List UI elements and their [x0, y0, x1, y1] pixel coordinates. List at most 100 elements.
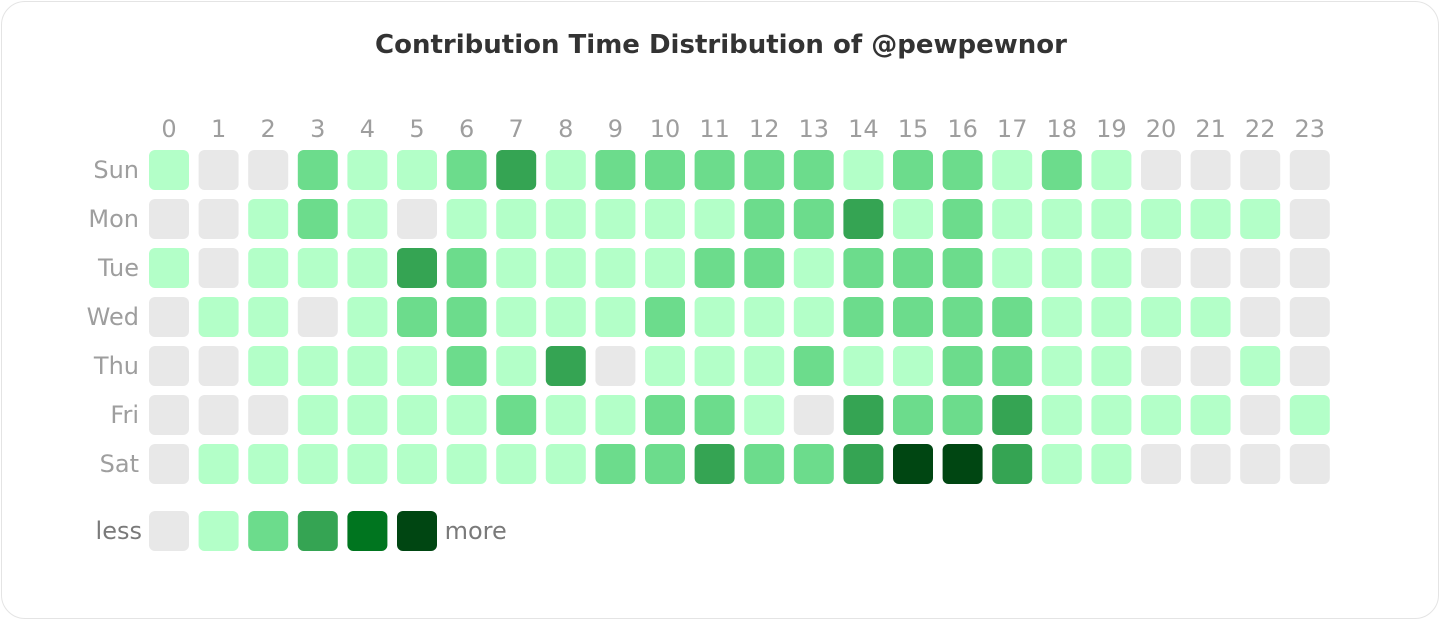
cell-thu-12: [744, 346, 785, 386]
cell-sat-2: [248, 444, 289, 484]
hour-label-8: 8: [558, 115, 573, 143]
cell-tue-16: [942, 248, 983, 288]
cell-thu-13: [793, 346, 834, 386]
hour-label-12: 12: [749, 115, 780, 143]
cell-tue-12: [744, 248, 785, 288]
cell-thu-23: [1289, 346, 1330, 386]
cell-wed-6: [446, 297, 487, 337]
cell-wed-22: [1240, 297, 1281, 337]
hour-label-10: 10: [650, 115, 681, 143]
hour-label-14: 14: [848, 115, 879, 143]
hour-label-0: 0: [161, 115, 176, 143]
legend-swatch-2: [248, 511, 289, 551]
legend-less-label: less: [96, 517, 142, 545]
cell-fri-11: [694, 395, 735, 435]
cell-tue-1: [198, 248, 239, 288]
cell-fri-3: [297, 395, 338, 435]
cell-thu-1: [198, 346, 239, 386]
cell-sun-5: [397, 150, 437, 190]
cell-thu-5: [397, 346, 437, 386]
cell-tue-7: [496, 248, 537, 288]
cell-fri-13: [793, 395, 834, 435]
cell-tue-6: [446, 248, 487, 288]
cell-sun-17: [992, 150, 1033, 190]
cell-sat-14: [843, 444, 884, 484]
cell-mon-6: [446, 199, 487, 239]
cell-sat-6: [446, 444, 487, 484]
cell-sun-12: [744, 150, 785, 190]
cell-wed-9: [595, 297, 636, 337]
hour-label-1: 1: [211, 115, 226, 143]
cell-sun-11: [694, 150, 735, 190]
hour-label-3: 3: [310, 115, 325, 143]
cell-mon-9: [595, 199, 636, 239]
cell-mon-17: [992, 199, 1033, 239]
cell-sat-13: [793, 444, 834, 484]
cell-wed-16: [942, 297, 983, 337]
cell-thu-8: [545, 346, 586, 386]
cell-sun-9: [595, 150, 636, 190]
cell-mon-19: [1091, 199, 1132, 239]
cell-sat-15: [893, 444, 933, 484]
cell-sun-4: [347, 150, 388, 190]
cell-wed-1: [198, 297, 239, 337]
day-label-wed: Wed: [87, 303, 139, 331]
cell-mon-13: [793, 199, 834, 239]
day-labels: Sun Mon Tue Wed Thu Fri Sat: [87, 156, 139, 478]
cell-wed-21: [1190, 297, 1231, 337]
cell-tue-21: [1190, 248, 1231, 288]
cell-tue-5: [397, 248, 437, 288]
day-label-thu: Thu: [93, 352, 139, 380]
cell-thu-4: [347, 346, 388, 386]
cell-sun-3: [297, 150, 338, 190]
cell-sat-4: [347, 444, 388, 484]
cell-tue-20: [1141, 248, 1181, 288]
cell-tue-14: [843, 248, 884, 288]
hour-label-13: 13: [799, 115, 830, 143]
cell-sat-5: [397, 444, 437, 484]
cell-fri-12: [744, 395, 785, 435]
hour-label-22: 22: [1245, 115, 1276, 143]
hour-label-2: 2: [261, 115, 276, 143]
cell-sat-17: [992, 444, 1033, 484]
cell-mon-22: [1240, 199, 1281, 239]
cell-sun-19: [1091, 150, 1132, 190]
cell-sun-16: [942, 150, 983, 190]
cell-sat-9: [595, 444, 636, 484]
cell-tue-10: [645, 248, 685, 288]
cell-sun-13: [793, 150, 834, 190]
cell-thu-15: [893, 346, 933, 386]
cell-fri-18: [1041, 395, 1082, 435]
cell-tue-15: [893, 248, 933, 288]
hour-label-19: 19: [1096, 115, 1127, 143]
cell-sun-7: [496, 150, 537, 190]
cell-mon-1: [198, 199, 239, 239]
cell-sat-22: [1240, 444, 1281, 484]
cell-fri-9: [595, 395, 636, 435]
cell-mon-16: [942, 199, 983, 239]
cell-tue-23: [1289, 248, 1330, 288]
cell-fri-2: [248, 395, 289, 435]
hour-label-21: 21: [1195, 115, 1226, 143]
cell-wed-13: [793, 297, 834, 337]
cell-wed-8: [545, 297, 586, 337]
cell-tue-3: [297, 248, 338, 288]
cell-tue-22: [1240, 248, 1281, 288]
cell-sat-16: [942, 444, 983, 484]
cell-sat-1: [198, 444, 239, 484]
hour-label-5: 5: [409, 115, 424, 143]
cell-wed-23: [1289, 297, 1330, 337]
hour-label-17: 17: [997, 115, 1028, 143]
cell-fri-15: [893, 395, 933, 435]
hour-labels: 0 1 2 3 4 5 6 7 8 9 10 11 12 13 14 15 16 17 18 19 20 21 22 23: [161, 115, 1325, 143]
cell-fri-14: [843, 395, 884, 435]
cell-thu-18: [1041, 346, 1082, 386]
day-label-sat: Sat: [100, 450, 139, 478]
cell-wed-2: [248, 297, 289, 337]
day-label-mon: Mon: [88, 205, 139, 233]
hour-label-20: 20: [1146, 115, 1177, 143]
cell-wed-11: [694, 297, 735, 337]
cell-thu-22: [1240, 346, 1281, 386]
cell-wed-20: [1141, 297, 1181, 337]
